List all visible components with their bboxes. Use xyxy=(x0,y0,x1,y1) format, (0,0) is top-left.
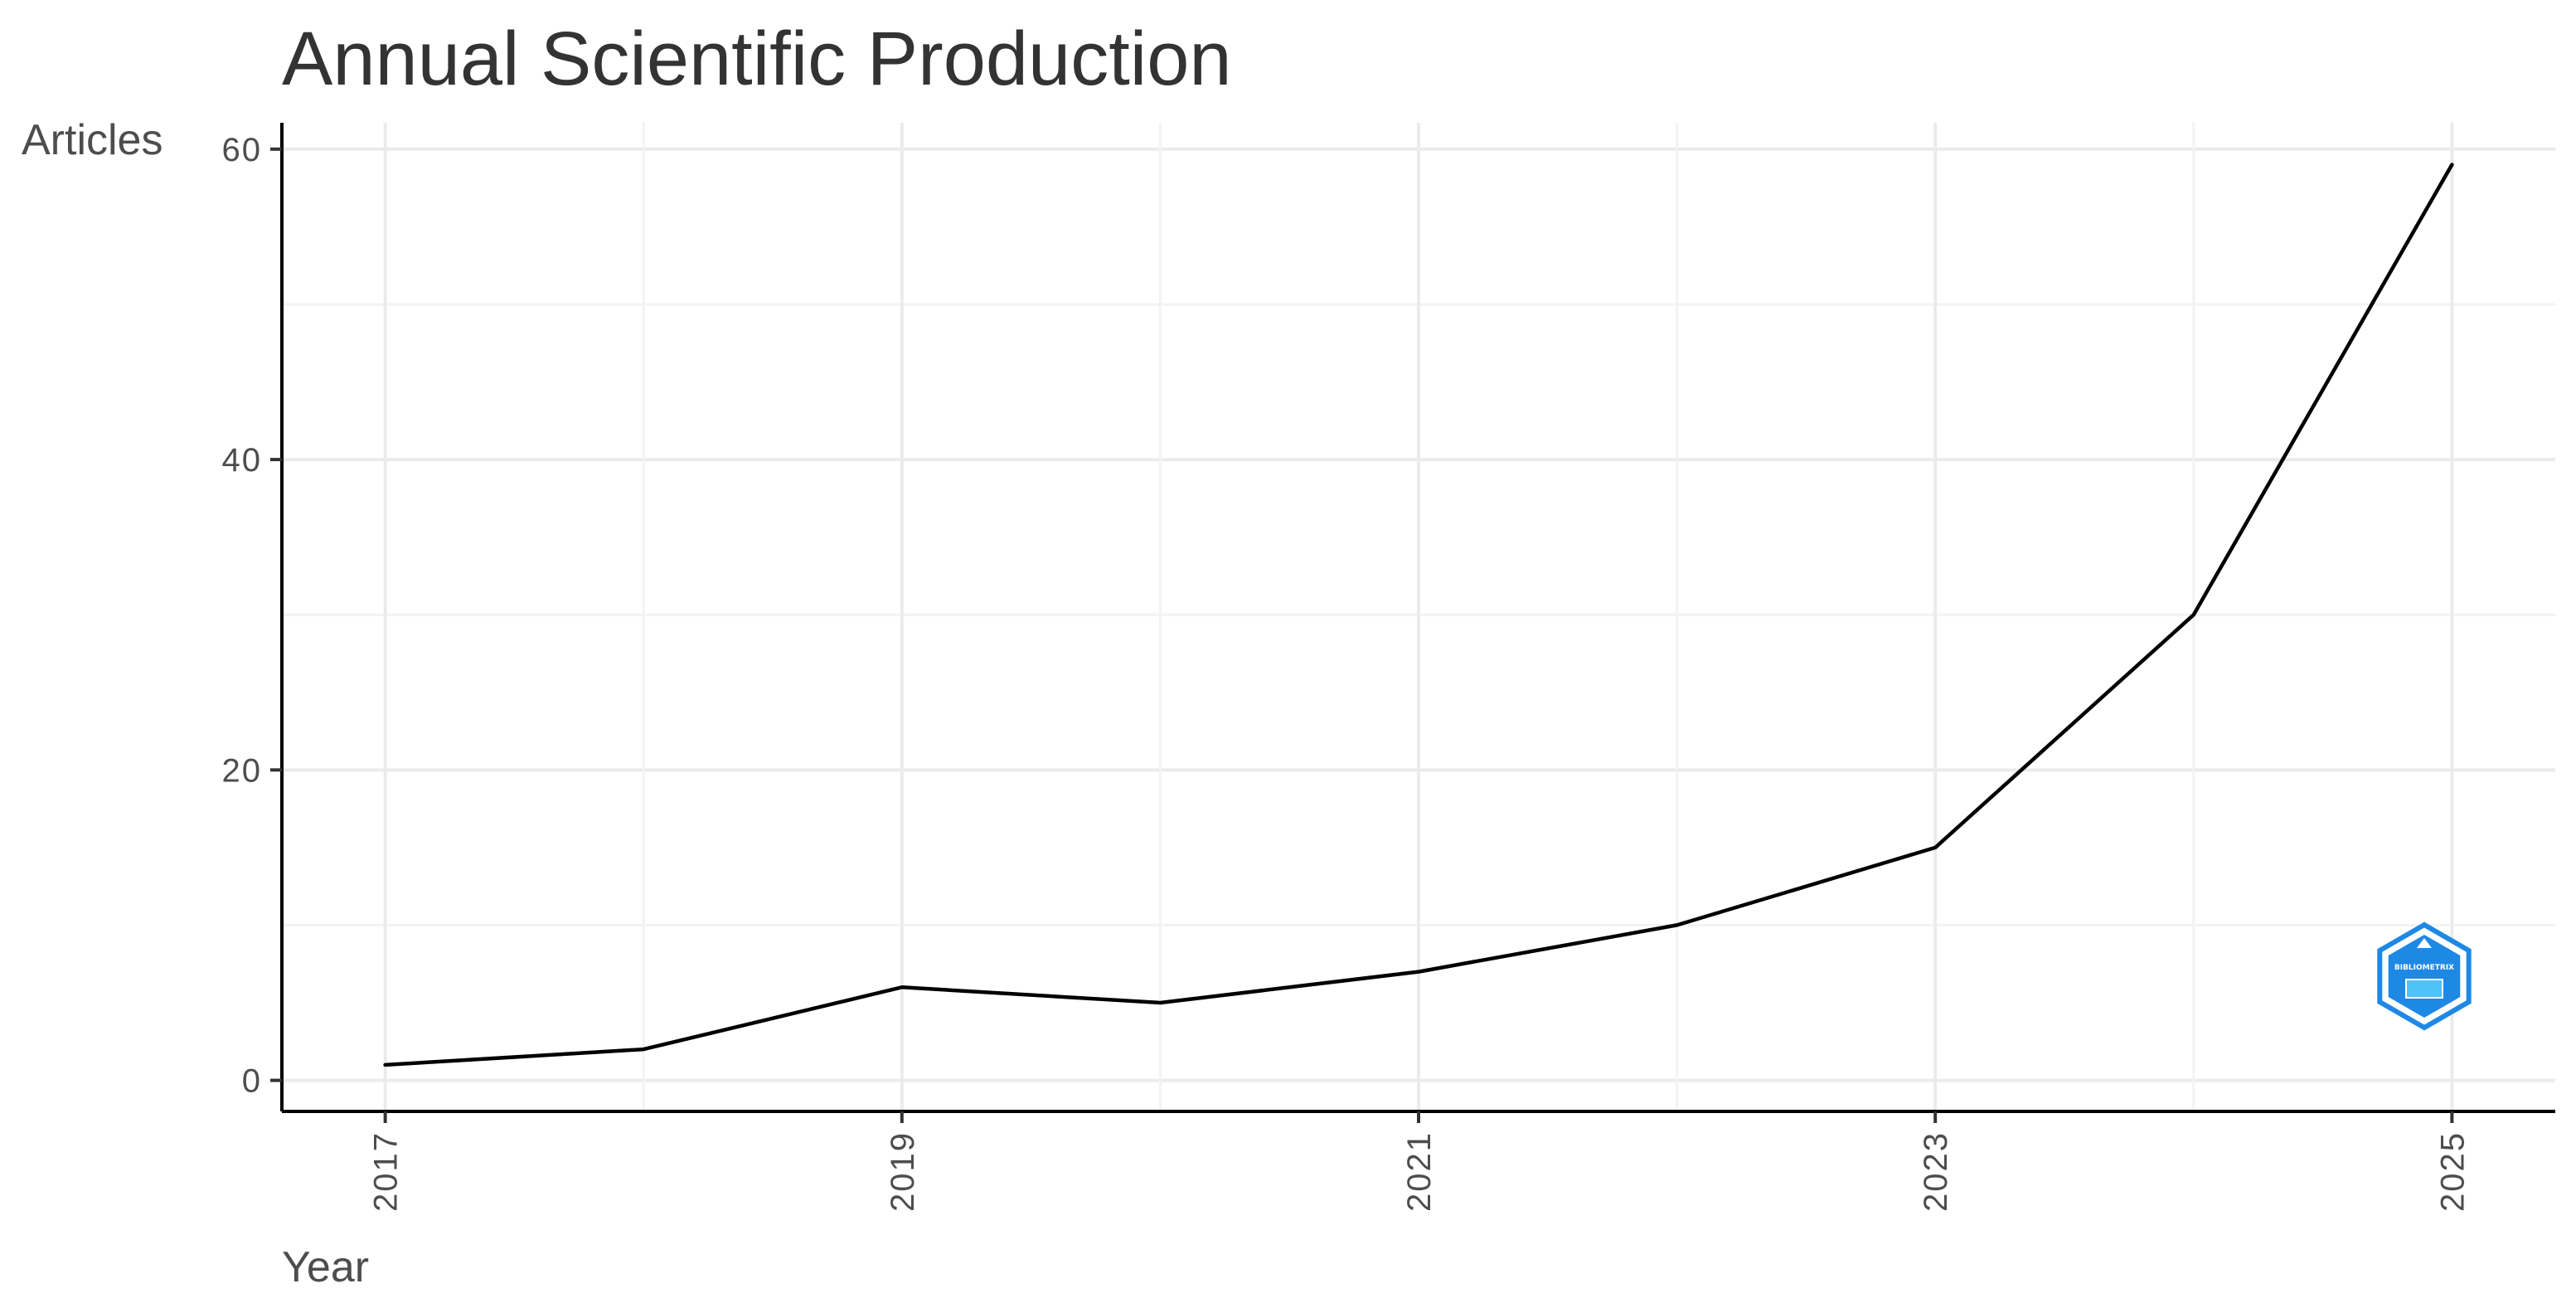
x-tick-label: 2023 xyxy=(1918,1131,1954,1212)
x-tick-label: 2019 xyxy=(885,1131,921,1212)
series-line xyxy=(383,163,2454,1067)
logo-wordmark: BIBLIOMETRIX xyxy=(2394,964,2454,972)
series-lines xyxy=(383,163,2454,1067)
y-tick-label: 0 xyxy=(242,1063,262,1100)
grid-lines xyxy=(282,123,2555,1111)
x-axis-label: Year xyxy=(282,1243,369,1291)
logo-peak-icon xyxy=(2417,938,2432,948)
y-tick-label: 60 xyxy=(222,132,263,168)
x-tick-label: 2025 xyxy=(2434,1131,2471,1212)
chart-title: Annual Scientific Production xyxy=(282,17,1232,101)
x-tick-label: 2021 xyxy=(1401,1131,1438,1212)
y-tick-label: 20 xyxy=(222,752,263,789)
y-axis-label: Articles xyxy=(22,116,163,164)
logo-book-icon xyxy=(2405,979,2443,999)
axes xyxy=(270,123,2555,1123)
x-tick-label: 2017 xyxy=(368,1131,405,1212)
y-tick-label: 40 xyxy=(222,442,263,479)
tick-labels: 0 20 40 60 2017 2019 2021 2023 2025 xyxy=(222,132,2472,1212)
bibliometrix-logo: BIBLIOMETRIX xyxy=(2377,921,2472,1031)
